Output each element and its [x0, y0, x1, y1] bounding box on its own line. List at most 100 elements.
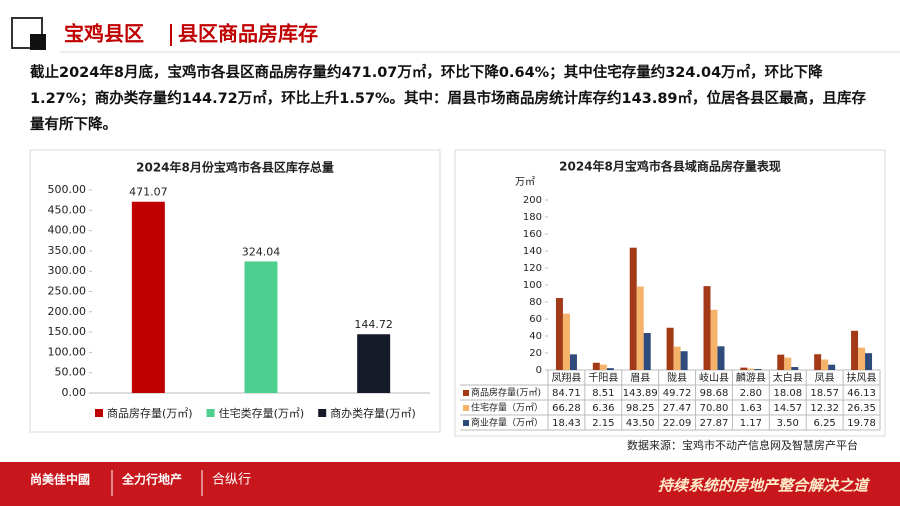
- bar: [599, 364, 607, 370]
- table-cell: 2.80: [740, 388, 762, 399]
- y-tick-label: 80: [529, 297, 542, 308]
- bar: [740, 367, 748, 370]
- table-cell: 6.36: [592, 403, 614, 414]
- summary-text: 截止2024年8月底，宝鸡市各县区商品房存量约471.07万㎡，环比下降0.64…: [30, 65, 867, 133]
- header-icon: [30, 34, 46, 50]
- table-cell: 26.35: [847, 403, 876, 414]
- x-tick-label: 凤县: [815, 372, 835, 384]
- table-cell: 18.57: [810, 388, 839, 399]
- y-tick-label: 350.00: [48, 244, 87, 257]
- legend-label: 商品房存量(万㎡): [107, 406, 193, 420]
- chart-title: 2024年8月份宝鸡市各县区库存总量: [136, 160, 334, 175]
- bar: [606, 368, 614, 370]
- y-tick-label: 120: [523, 263, 542, 274]
- table-cell: 27.87: [700, 418, 729, 429]
- table-cell: 98.25: [626, 403, 655, 414]
- y-tick-label: 20: [529, 348, 542, 359]
- table-cell: 143.89: [623, 388, 658, 399]
- table-cell: 27.47: [663, 403, 692, 414]
- y-tick-label: 500.00: [48, 183, 87, 196]
- bar: [555, 297, 563, 370]
- y-tick-label: 100: [523, 280, 542, 291]
- bar: [858, 347, 866, 370]
- footer-logo: 合纵行: [212, 473, 251, 488]
- y-tick-label: 0.00: [62, 386, 87, 399]
- legend-label: 住宅类存量(万㎡): [219, 406, 305, 420]
- x-tick-label: 麟游县: [736, 371, 766, 384]
- bar: [357, 334, 391, 393]
- legend-label: 住宅存量（万㎡）: [471, 402, 543, 414]
- bar: [754, 369, 762, 370]
- header-title: 县区商品房库存: [178, 22, 318, 46]
- x-tick-label: 岐山县: [699, 371, 729, 384]
- table-cell: 84.71: [552, 388, 581, 399]
- legend-swatch: [206, 409, 215, 417]
- table-cell: 12.32: [810, 403, 839, 414]
- footer-band: [0, 462, 900, 506]
- y-tick-label: 450.00: [48, 203, 87, 216]
- legend-swatch: [463, 405, 469, 411]
- legend-swatch: [463, 390, 469, 396]
- bar: [569, 354, 577, 370]
- y-tick-label: 0: [536, 365, 542, 376]
- bar: [643, 333, 651, 370]
- table-cell: 18.08: [773, 388, 802, 399]
- table-cell: 22.09: [663, 418, 692, 429]
- slogan: 持续系统的房地产整合解决之道: [658, 477, 871, 495]
- footer-logo: 尚美佳中國: [30, 472, 90, 487]
- y-tick-label: 150.00: [48, 325, 87, 338]
- table-cell: 1.17: [740, 418, 762, 429]
- bar: [666, 327, 674, 370]
- value-label: 144.72: [354, 318, 393, 331]
- header-icon: [11, 17, 43, 49]
- x-tick-label: 凤翔县: [551, 371, 581, 384]
- table-cell: 43.50: [626, 418, 655, 429]
- x-tick-label: 千阳县: [588, 372, 618, 384]
- table-cell: 1.63: [740, 403, 762, 414]
- chart-title: 2024年8月宝鸡市各县域商品房存量表现: [559, 159, 781, 174]
- bar: [747, 368, 755, 370]
- y-tick-label: 200: [523, 195, 542, 206]
- table-cell: 6.25: [814, 418, 836, 429]
- bar: [636, 286, 644, 370]
- bar: [828, 364, 836, 370]
- value-label: 324.04: [242, 245, 281, 258]
- x-tick-label: 眉县: [630, 372, 650, 384]
- table-cell: 66.28: [552, 403, 581, 414]
- legend-swatch: [95, 409, 103, 417]
- y-axis-label: 万㎡: [515, 176, 535, 188]
- table-cell: 8.51: [592, 388, 614, 399]
- x-tick-label: 太白县: [773, 371, 803, 384]
- bar: [131, 201, 165, 393]
- bar: [703, 286, 711, 370]
- legend-swatch: [463, 420, 469, 426]
- y-tick-label: 180: [523, 212, 542, 223]
- legend-label: 商品房存量(万㎡): [471, 387, 541, 399]
- table-cell: 2.15: [592, 418, 614, 429]
- table-cell: 49.72: [663, 388, 692, 399]
- legend-label: 商业存量（万㎡）: [471, 417, 543, 429]
- y-tick-label: 100.00: [48, 345, 87, 358]
- legend-label: 商办类存量(万㎡): [330, 406, 416, 420]
- header-title: 宝鸡县区: [64, 22, 144, 46]
- bar: [629, 247, 637, 370]
- bar: [680, 351, 688, 370]
- table-cell: 46.13: [847, 388, 876, 399]
- x-tick-label: 陇县: [667, 371, 687, 384]
- bar: [592, 362, 600, 370]
- x-tick-label: 扶风县: [847, 371, 877, 384]
- y-tick-label: 250.00: [48, 285, 87, 298]
- y-tick-label: 160: [523, 229, 542, 240]
- bar: [821, 359, 829, 370]
- bar: [244, 261, 278, 393]
- bar: [710, 309, 718, 370]
- y-tick-label: 60: [529, 314, 542, 325]
- table-cell: 3.50: [777, 418, 799, 429]
- y-tick-label: 300.00: [48, 264, 87, 277]
- y-tick-label: 400.00: [48, 224, 87, 237]
- bar: [865, 353, 873, 370]
- table-cell: 98.68: [700, 388, 729, 399]
- table-cell: 14.57: [773, 403, 802, 414]
